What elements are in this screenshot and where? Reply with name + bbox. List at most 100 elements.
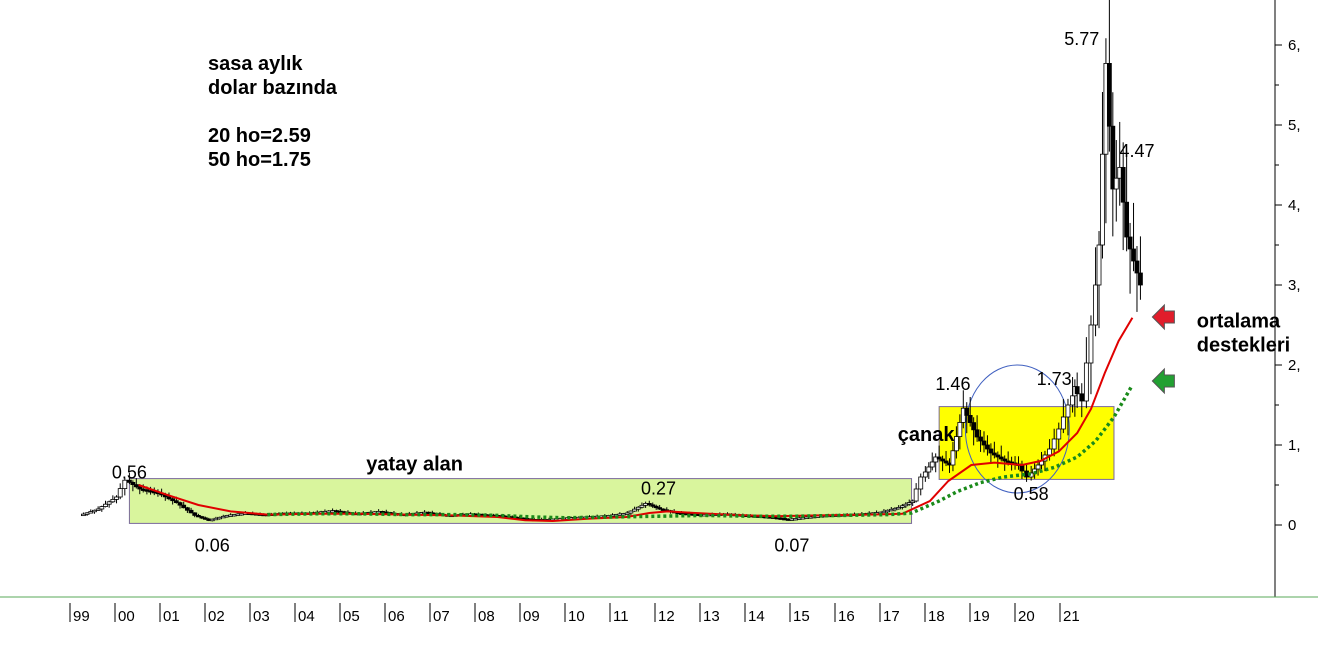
x-tick-label: 20 [1018,608,1035,625]
note-line-2: 20 ho=2.59 [208,125,311,147]
candle-body [133,484,139,488]
x-tick-label: 02 [208,608,225,625]
candle-body [1002,458,1008,462]
candle-body [981,440,987,446]
candle-body [99,506,105,510]
candle-body [918,476,924,490]
candle-body [1051,438,1057,450]
series-50ho [267,384,1134,520]
candle-body [1074,386,1080,395]
candle-body [1131,248,1136,262]
candle-body [177,502,183,506]
candle-body [632,508,637,512]
candle-body [985,444,990,450]
candle-body [624,512,630,515]
candle-body [926,466,932,473]
candle-body [646,502,652,506]
candle-body [1060,416,1066,430]
candle-body [1127,236,1133,250]
candle-body [122,479,128,490]
candle-body [953,436,959,452]
candle-body [896,506,902,510]
candle-body [330,510,336,513]
y-tick-label: 0 [1288,517,1296,534]
y-tick-label: 5, [1288,117,1301,134]
candle-body [202,517,208,520]
bowl-arc [964,364,1070,494]
candle-body [998,456,1004,460]
y-tick-label: 3, [1288,277,1301,294]
candle-body [88,511,94,514]
candle-body [114,496,119,500]
support-arrows [1151,303,1175,395]
annotation-6: 1.73 [1037,369,1072,389]
annotation-9: yatay alan [366,454,463,476]
annotation-2: 0.27 [641,479,676,499]
candle-body [1083,362,1089,402]
annotation-7: 5.77 [1064,29,1099,49]
candle-body [995,454,1001,458]
candle-body [1035,464,1041,470]
candle-body [173,500,179,503]
candle-body [137,486,143,490]
x-tick-label: 03 [253,608,270,625]
candle-body [974,429,980,438]
annotation-1: 0.06 [195,535,230,555]
x-tick-label: 19 [973,608,990,625]
candle-body [1096,244,1102,286]
candle-body [192,512,198,516]
candle-body [1088,324,1094,364]
candle-body [1079,393,1085,402]
note-line-0: sasa aylık [208,53,303,75]
annotation-11: ortalama [1197,310,1281,332]
candle-body [1134,260,1140,274]
x-tick-label: 07 [433,608,450,625]
candle-body [181,504,187,509]
arrow-1 [1151,367,1175,395]
annotation-3: 0.07 [774,535,809,555]
candle-body [170,498,176,502]
annotation-12: destekleri [1197,334,1290,356]
candle-body [936,456,942,460]
candle-body [628,510,634,514]
y-tick-label: 1, [1288,437,1301,454]
candle-body [334,510,339,513]
annotation-8: 4.47 [1119,141,1154,161]
annotation-10: çanak [898,424,956,446]
candle-body [1056,428,1062,440]
x-tick-label: 09 [523,608,540,625]
y-tick-label: 6, [1288,37,1301,54]
candle-body [657,507,663,510]
x-tick-label: 17 [883,608,900,625]
candle-body [635,506,641,510]
annotation-5: 0.58 [1014,484,1049,504]
candle-body [639,504,645,508]
arrow-0 [1151,303,1175,331]
candle-body [1093,284,1098,326]
candle-body [653,505,659,509]
x-tick-label: 05 [343,608,360,625]
x-tick-label: 13 [703,608,720,625]
y-axis: 0 1, 2, 3, 4, 5, 6, [1274,0,1301,597]
x-tick-label: 99 [73,608,90,625]
candle-body [957,421,963,437]
candle-body [903,503,909,507]
x-tick-label: 18 [928,608,945,625]
candle-body [1110,125,1116,190]
candle-body [1124,201,1130,238]
x-tick-label: 00 [118,608,135,625]
candle-body [988,448,994,454]
candle-body [929,461,935,468]
candle-body [1120,166,1126,203]
candle-body [95,508,101,511]
candle-body [978,436,983,442]
candle-body [940,458,945,462]
candle-body [81,513,86,517]
candle-body [933,456,939,463]
candle-body [110,498,116,503]
x-tick-label: 01 [163,608,180,625]
candle-body [1070,395,1075,406]
candle-body [1065,404,1071,418]
candle-body [899,505,905,508]
